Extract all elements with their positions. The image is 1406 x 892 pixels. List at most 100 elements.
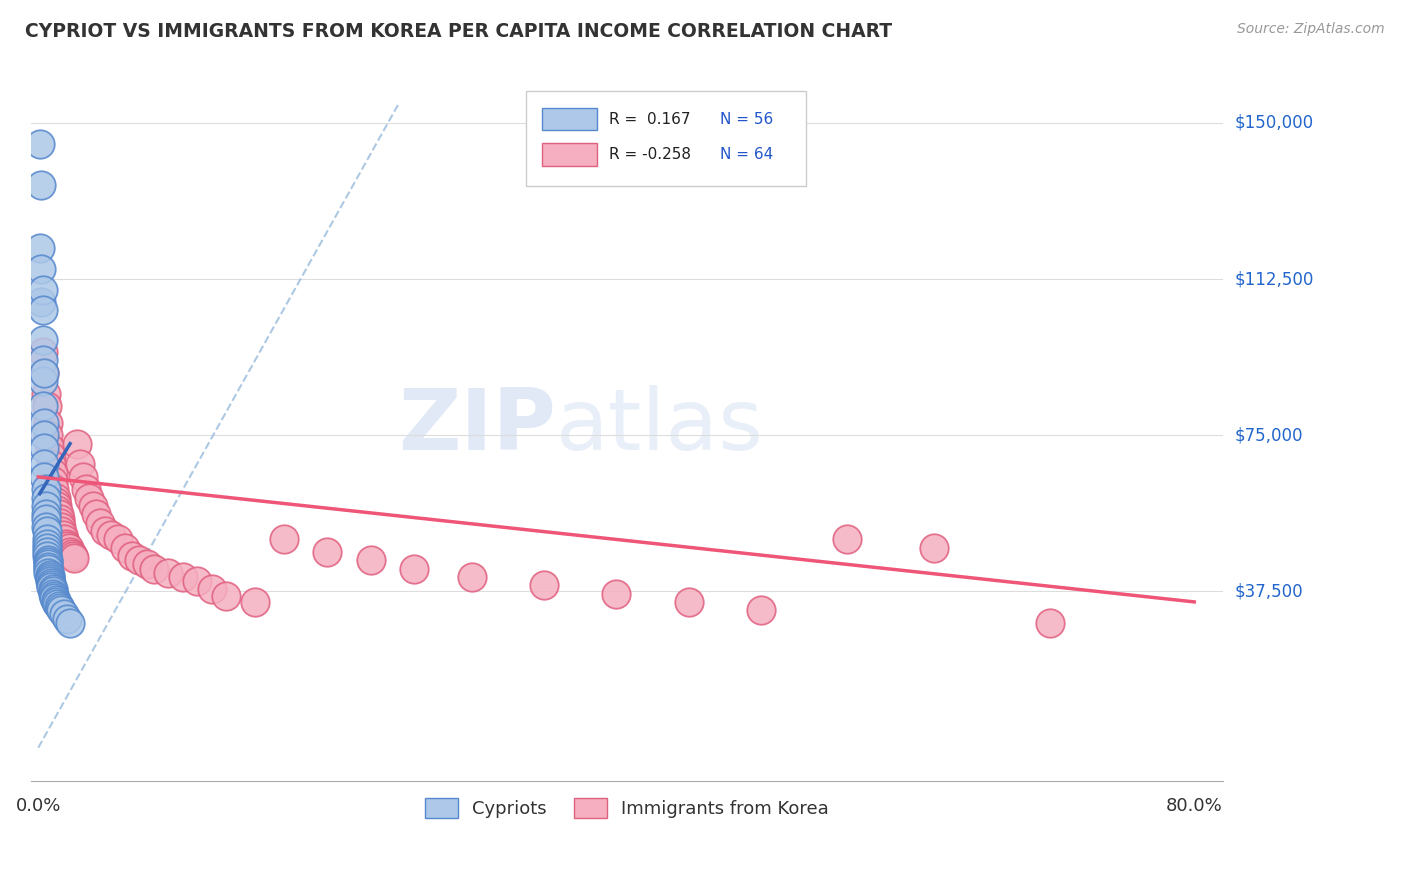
Point <box>39 576 62 591</box>
Point <box>31 283 53 297</box>
Text: $150,000: $150,000 <box>1234 114 1313 132</box>
Point <box>107 533 129 547</box>
Point <box>53 607 76 622</box>
Text: $75,000: $75,000 <box>1234 426 1303 444</box>
Point <box>1039 615 1062 630</box>
Point <box>32 366 55 380</box>
Point <box>89 516 111 530</box>
Point <box>42 466 65 480</box>
Text: Source: ZipAtlas.com: Source: ZipAtlas.com <box>1237 22 1385 37</box>
Point <box>32 428 55 442</box>
Point <box>34 520 56 534</box>
Point <box>31 333 53 347</box>
Point <box>38 574 60 588</box>
Point <box>39 449 62 463</box>
Point <box>72 470 94 484</box>
Point <box>49 601 72 615</box>
Point <box>45 592 67 607</box>
Point <box>461 570 484 584</box>
Point <box>172 570 194 584</box>
Point <box>84 508 107 522</box>
Point <box>31 303 53 318</box>
Point <box>55 536 77 550</box>
Point <box>32 458 55 472</box>
Point <box>34 483 56 497</box>
Text: $112,500: $112,500 <box>1234 270 1313 288</box>
Point <box>77 491 100 505</box>
Point <box>37 553 59 567</box>
Point <box>37 558 59 572</box>
Point <box>186 574 208 588</box>
Legend: Cypriots, Immigrants from Korea: Cypriots, Immigrants from Korea <box>418 790 837 825</box>
Point <box>32 416 55 430</box>
Point <box>243 595 266 609</box>
Point <box>135 558 157 572</box>
Point <box>56 611 79 625</box>
Point <box>30 261 52 276</box>
Point <box>45 595 67 609</box>
Point <box>273 533 295 547</box>
Point <box>42 586 65 600</box>
Point <box>62 549 84 563</box>
Point <box>922 541 945 555</box>
Point <box>34 386 56 401</box>
Point <box>46 503 69 517</box>
Point <box>35 545 58 559</box>
Point <box>94 524 117 538</box>
Point <box>31 399 53 413</box>
Point <box>34 499 56 513</box>
Point <box>37 566 59 580</box>
Text: $37,500: $37,500 <box>1234 582 1303 600</box>
Point <box>360 553 382 567</box>
Point <box>142 561 165 575</box>
Point <box>53 533 76 547</box>
Point <box>31 353 53 368</box>
Point <box>215 589 238 603</box>
Point <box>51 520 73 534</box>
Point <box>66 436 89 450</box>
FancyBboxPatch shape <box>526 91 806 186</box>
Point <box>28 136 51 151</box>
Point <box>34 508 56 522</box>
Point <box>63 551 86 566</box>
Point <box>35 524 58 538</box>
Point <box>58 541 80 555</box>
Point <box>49 511 72 525</box>
Point <box>82 499 104 513</box>
Point <box>35 399 58 413</box>
Text: atlas: atlas <box>555 385 763 468</box>
Point <box>46 499 69 513</box>
FancyBboxPatch shape <box>543 143 598 166</box>
Point <box>37 561 59 575</box>
Point <box>75 483 97 497</box>
Point <box>114 541 136 555</box>
Point <box>37 555 59 569</box>
Point <box>31 374 53 388</box>
Point <box>32 441 55 455</box>
Point <box>157 566 180 580</box>
Text: R =  0.167: R = 0.167 <box>609 112 690 127</box>
Point <box>402 561 425 575</box>
Point <box>121 549 143 563</box>
Point <box>45 491 67 505</box>
Point <box>51 603 73 617</box>
Point <box>38 570 60 584</box>
Point <box>605 586 627 600</box>
Point <box>56 539 79 553</box>
Point <box>39 458 62 472</box>
Point <box>39 580 62 594</box>
Point <box>201 582 224 597</box>
Point <box>30 178 52 193</box>
Point <box>51 524 73 538</box>
Point <box>38 567 60 582</box>
Point <box>533 578 555 592</box>
Point <box>59 545 82 559</box>
Point <box>35 533 58 547</box>
Text: ZIP: ZIP <box>398 385 555 468</box>
Point <box>37 559 59 574</box>
Point <box>34 511 56 525</box>
Point <box>35 541 58 555</box>
Point <box>32 470 55 484</box>
Point <box>46 597 69 611</box>
Point <box>37 416 59 430</box>
